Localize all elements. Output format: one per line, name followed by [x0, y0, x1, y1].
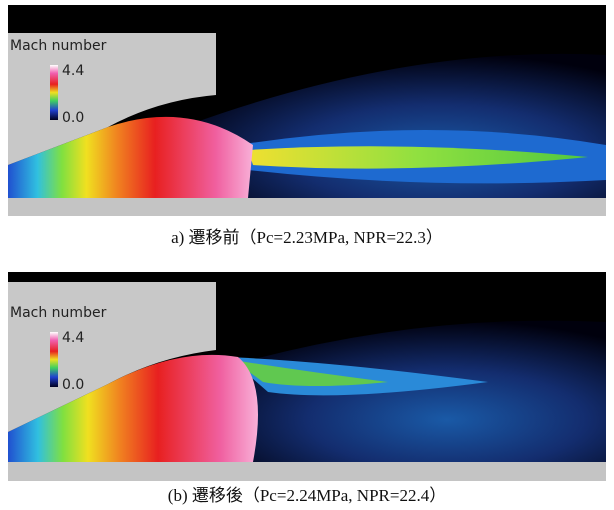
legend-title: Mach number [10, 38, 107, 54]
floor [8, 462, 606, 481]
legend-title: Mach number [10, 305, 107, 321]
panel: Mach number 4.4 0.0 [8, 272, 606, 481]
legend-max: 4.4 [62, 63, 84, 79]
color-bar [50, 332, 58, 387]
floor [8, 198, 606, 216]
caption: a) 遷移前（Pc=2.23MPa, NPR=22.3） [171, 228, 443, 247]
legend-max: 4.4 [62, 330, 84, 346]
legend-min: 0.0 [62, 110, 84, 126]
color-bar [50, 65, 58, 120]
legend-min: 0.0 [62, 377, 84, 393]
caption: (b) 遷移後（Pc=2.24MPa, NPR=22.4） [168, 486, 446, 505]
figure: Mach number 4.4 0.0 a) 遷移前（Pc=2.23MPa, N… [0, 0, 614, 510]
panel: Mach number 4.4 0.0 [8, 5, 606, 216]
